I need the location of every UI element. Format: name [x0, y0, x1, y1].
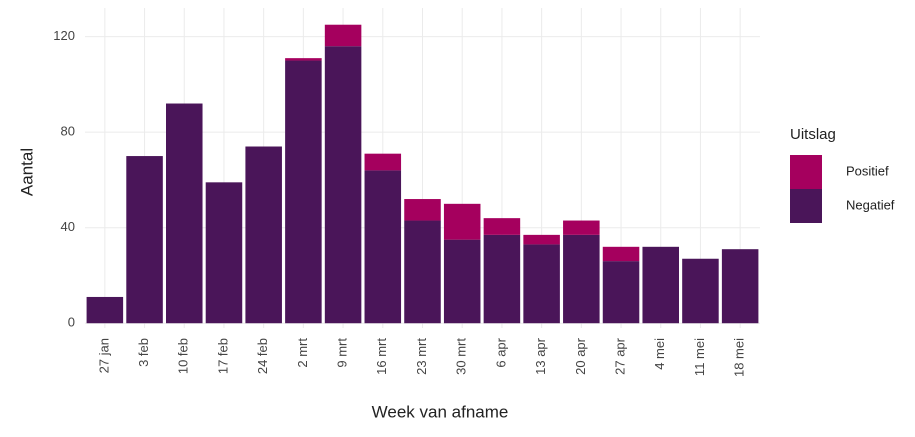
bar-segment [483, 234, 521, 324]
bar-segment [523, 244, 560, 324]
x-tick-label: 23 mrt [414, 338, 429, 375]
bar-segment [166, 103, 203, 324]
bar-segment [86, 296, 124, 324]
bar-segment [523, 234, 560, 245]
bar-segment [364, 170, 402, 324]
x-tick-label: 9 mrt [335, 338, 350, 368]
x-tick-label: 30 mrt [454, 338, 469, 375]
y-tick-label: 40 [61, 219, 75, 234]
bar-segment [443, 203, 481, 240]
bar-segment [285, 58, 322, 61]
bar-segment [563, 220, 600, 235]
bar-segment [324, 24, 362, 47]
x-axis-title: Week van afname [372, 402, 509, 421]
bar-segment [642, 246, 679, 324]
x-tick-label: 11 mei [692, 338, 707, 376]
bar-segment [364, 153, 402, 171]
legend-swatch [790, 189, 822, 223]
x-tick-label: 27 jan [96, 338, 111, 373]
y-tick-label: 80 [61, 124, 75, 139]
x-tick-label: 20 apr [573, 337, 588, 375]
bar-segment [602, 246, 640, 262]
x-tick-label: 13 apr [533, 337, 548, 375]
y-tick-label: 0 [68, 315, 75, 330]
legend-label: Negatief [846, 197, 895, 212]
legend-swatch [790, 155, 822, 189]
bar-segment [404, 199, 441, 221]
x-tick-label: 4 mei [652, 338, 667, 370]
bar-segment [245, 146, 282, 324]
y-axis-title: Aantal [17, 148, 36, 196]
bar-segment [483, 218, 521, 235]
bar-segment [721, 249, 759, 324]
x-tick-label: 3 feb [136, 338, 151, 367]
legend-label: Positief [846, 163, 889, 178]
x-tick-label: 10 feb [176, 338, 191, 374]
x-tick-label: 17 feb [215, 338, 230, 374]
x-tick-label: 6 apr [493, 337, 508, 367]
bar-segment [205, 182, 243, 324]
bar-segment [602, 261, 640, 324]
bar-segment [404, 220, 441, 324]
x-tick-label: 18 mei [732, 338, 747, 377]
bar-segment [324, 46, 362, 324]
x-tick-label: 16 mrt [374, 338, 389, 375]
bar-segment [682, 258, 719, 324]
x-tick-label: 24 feb [255, 338, 270, 374]
y-tick-label: 120 [53, 28, 75, 43]
bar-segment [285, 60, 322, 324]
x-tick-label: 27 apr [612, 337, 627, 375]
bar-segment [443, 239, 481, 324]
bar-segment [126, 156, 163, 324]
legend-title: Uitslag [790, 126, 836, 143]
x-tick-label: 2 mrt [295, 338, 310, 368]
bar-segment [563, 234, 600, 324]
